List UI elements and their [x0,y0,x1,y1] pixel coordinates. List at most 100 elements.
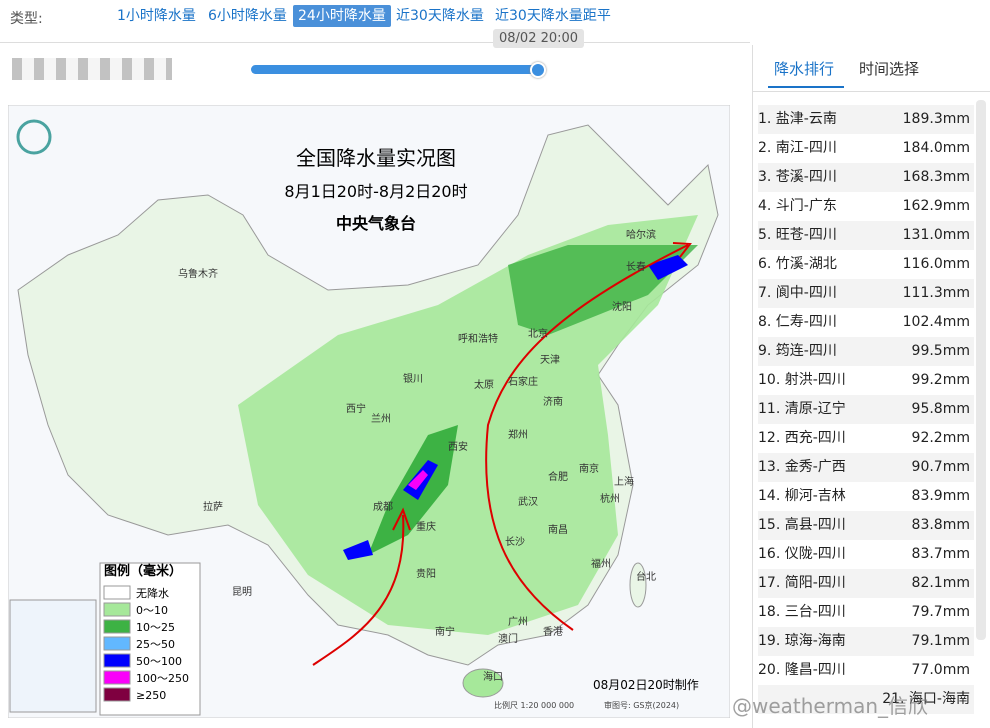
city-label: 济南 [543,395,563,408]
legend-label: ≥250 [136,689,166,702]
logo [16,119,52,155]
city-label: 杭州 [600,492,620,505]
station-name: 9. 筠连-四川 [758,343,837,359]
city-label: 成都 [373,501,393,513]
city-label: 贵阳 [416,567,436,580]
rain-amount: 168.3mm [902,169,970,185]
active-indicator [768,86,844,88]
city-label: 上海 [614,475,634,488]
station-name: 12. 西充-四川 [758,430,846,446]
legend-title: 图例（毫米） [104,563,182,579]
station-name: 8. 仁寿-四川 [758,314,837,330]
divider [0,42,750,43]
rain-amount: 77.0mm [911,662,970,678]
side-panel [752,45,990,728]
city-label: 重庆 [416,520,436,533]
city-label: 长春 [626,261,646,273]
watermark: @weatherman_信欣 [732,694,929,718]
type-tab[interactable]: 近30天降水量 [396,8,484,24]
station-name: 21. 海口-海南 [882,691,970,707]
city-label: 长沙 [505,536,525,548]
station-name: 20. 隆昌-四川 [758,662,846,678]
ranking-row: 19. 琼海-海南 79.1mm [758,627,974,656]
ranking-row: 17. 简阳-四川 82.1mm [758,569,974,598]
legend-swatch [103,687,131,702]
rain-amount: 111.3mm [902,285,970,301]
side-tab[interactable]: 时间选择 [859,60,920,78]
city-label: 澳门 [498,632,518,645]
city-label: 昆明 [232,586,252,598]
legend-swatch [103,602,131,617]
side-tab[interactable]: 降水排行 [774,60,835,78]
legend-label: 50～100 [136,655,182,668]
city-label: 兰州 [371,412,391,425]
ranking-row: 13. 金秀-广西 90.7mm [758,453,974,482]
city-label: 西宁 [346,402,366,415]
city-label: 南昌 [548,523,568,536]
slider-handle[interactable] [530,62,546,78]
city-label: 沈阳 [612,300,632,313]
blurred-logo [12,58,172,80]
city-label: 银川 [403,372,423,385]
type-tab[interactable]: 24小时降水量 [293,5,391,27]
city-label: 太原 [474,378,494,391]
rain-amount: 83.8mm [911,517,970,533]
arrow [485,244,689,631]
rain-amount: 79.1mm [911,633,970,649]
slider-track[interactable] [251,65,538,74]
legend-items: 无降水 0～10 10～25 25～50 50～100 100～250 ≥250 [103,585,189,702]
city-label: 北京 [528,327,548,340]
legend-swatch [103,585,131,600]
city-label: 台北 [636,570,656,583]
type-tab[interactable]: 1小时降水量 [117,8,196,24]
type-tab[interactable]: 6小时降水量 [208,8,287,24]
city-label: 郑州 [508,428,528,441]
rain-amount: 99.2mm [911,372,970,388]
legend-label: 10～25 [136,621,175,634]
rain-amount: 90.7mm [911,459,970,475]
station-name: 4. 斗门-广东 [758,198,837,214]
city-label: 福州 [591,557,611,570]
city-label: 海口 [483,670,503,683]
ranking-row: 16. 仪陇-四川 83.7mm [758,540,974,569]
city-label: 石家庄 [508,375,538,388]
station-name: 5. 旺苍-四川 [758,227,837,243]
ranking-row: 14. 柳河-吉林 83.9mm [758,482,974,511]
ranking-row: 12. 西充-四川 92.2mm [758,424,974,453]
inset-map [9,599,97,713]
scrollbar[interactable] [976,100,986,640]
rain-amount: 189.3mm [902,111,970,127]
ranking-row: 21. 海口-海南 [758,685,974,714]
ranking-row: 2. 南江-四川 184.0mm [758,134,974,163]
legend-label: 25～50 [136,638,175,651]
ranking-row: 11. 清原-辽宁 95.8mm [758,395,974,424]
station-name: 1. 盐津-云南 [758,111,837,127]
hainan [462,668,504,698]
station-name: 14. 柳河-吉林 [758,488,846,504]
ranking-row: 10. 射洪-四川 99.2mm [758,366,974,395]
ranking-row: 20. 隆昌-四川 77.0mm [758,656,974,685]
rain-amount: 95.8mm [911,401,970,417]
legend-label: 0～10 [136,604,168,617]
rain-amount: 131.0mm [902,227,970,243]
ranking-row: 6. 竹溪-湖北 116.0mm [758,250,974,279]
map-period: 8月1日20时-8月2日20时 [284,182,467,201]
city-label: 乌鲁木齐 [178,267,218,280]
taiwan [629,562,647,608]
made-note: 08月02日20时制作 [593,678,699,692]
ranking-row: 15. 高县-四川 83.8mm [758,511,974,540]
rain-core [343,540,373,560]
legend-swatch [103,619,131,634]
type-tab[interactable]: 近30天降水量距平 [495,8,611,24]
station-name: 13. 金秀-广西 [758,459,846,475]
rain-amount: 83.7mm [911,546,970,562]
rain-amount: 116.0mm [902,256,970,272]
city-label: 天津 [540,354,560,366]
ranking-row: 7. 阆中-四川 111.3mm [758,279,974,308]
rain-amount: 162.9mm [902,198,970,214]
ranking-row: 5. 旺苍-四川 131.0mm [758,221,974,250]
ranking-row: 9. 筠连-四川 99.5mm [758,337,974,366]
